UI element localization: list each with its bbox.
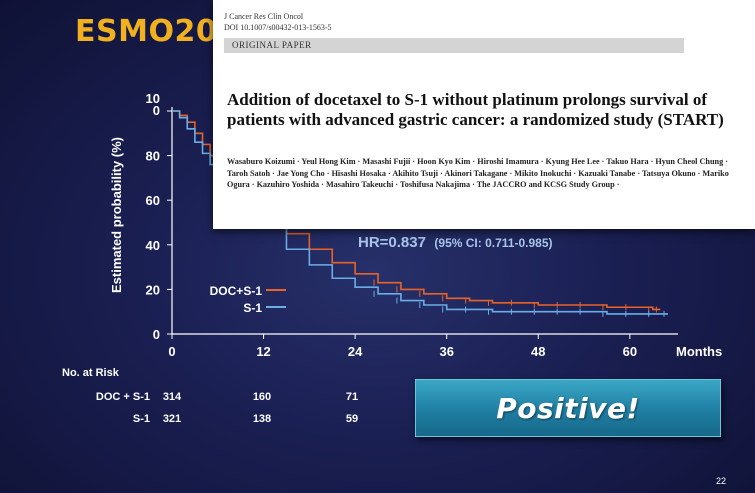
hr-ci: (95% CI: 0.711-0.985) <box>434 236 552 250</box>
paper-type-bar: ORIGINAL PAPER <box>224 38 684 53</box>
x-tick-label-36: 36 <box>439 344 453 359</box>
risk-table: No. at Risk DOC + S-1 314 160 71 S-1 321 138 59 <box>62 367 358 425</box>
x-tick-label-12: 12 <box>256 344 270 359</box>
paper-title: Addition of docetaxel to S-1 without pla… <box>227 90 724 129</box>
y-tick-label-40: 40 <box>146 238 160 253</box>
plot-area: 0 20 40 60 80 10 0 0 12 24 36 48 60 Months <box>146 91 723 359</box>
risk-cell: 314 <box>163 391 182 403</box>
legend-label-s1: S-1 <box>243 301 262 315</box>
risk-row-label: S-1 <box>133 413 150 425</box>
paper-type: ORIGINAL PAPER <box>232 40 312 50</box>
risk-cell: 71 <box>346 391 358 403</box>
y-tick-label-0: 0 <box>153 327 160 342</box>
y-tick-label-100: 10 0 <box>146 91 160 118</box>
risk-cell: 138 <box>253 413 271 425</box>
km-curve-s1 <box>172 110 668 315</box>
km-curve-doc-s1 <box>172 110 661 311</box>
y-axis-label: Estimated probability (%) <box>109 137 124 293</box>
risk-cell: 321 <box>163 413 181 425</box>
x-tick-label-0: 0 <box>168 344 175 359</box>
x-axis-label: Months <box>676 344 722 359</box>
risk-cell: 59 <box>346 413 358 425</box>
y-tick-label-20: 20 <box>146 282 160 297</box>
x-tick-label-48: 48 <box>531 344 545 359</box>
y-tick-label-80: 80 <box>146 149 160 164</box>
journal-doi: DOI 10.1007/s00432-013-1563-5 <box>224 23 332 32</box>
positive-label: Positive! <box>496 391 640 425</box>
x-tick-label-24: 24 <box>348 344 363 359</box>
slide-title: ESMO20 <box>75 14 218 49</box>
risk-table-header: No. at Risk <box>62 367 120 379</box>
y-tick-label-60: 60 <box>146 193 160 208</box>
risk-cell: 160 <box>253 391 271 403</box>
positive-banner: Positive! <box>415 379 721 437</box>
journal-name: J Cancer Res Clin Oncol <box>224 12 304 21</box>
x-tick-label-60: 60 <box>623 344 637 359</box>
paper-authors: Wasaburo Koizumi · Yeul Hong Kim · Masas… <box>227 157 729 189</box>
hr-value: HR=0.837 <box>358 234 426 251</box>
journal-info: J Cancer Res Clin Oncol DOI 10.1007/s004… <box>224 11 332 33</box>
page-number: 22 <box>716 476 726 486</box>
hr-text: HR=0.837 (95% CI: 0.711-0.985) <box>358 234 553 251</box>
risk-row-label: DOC + S-1 <box>96 391 150 403</box>
paper-excerpt: J Cancer Res Clin Oncol DOI 10.1007/s004… <box>213 0 755 229</box>
legend-label-doc-s1: DOC+S-1 <box>210 284 263 298</box>
